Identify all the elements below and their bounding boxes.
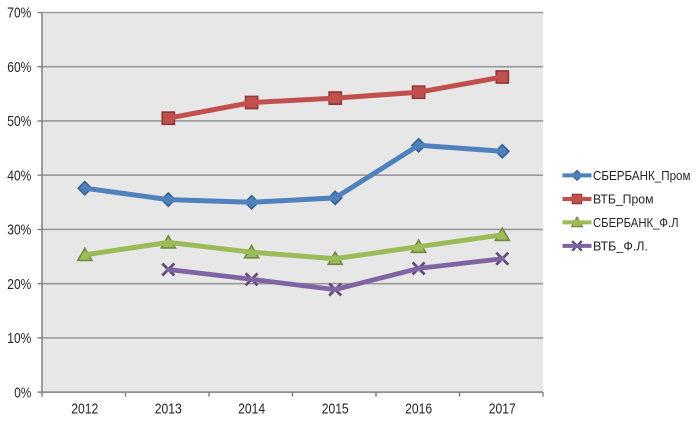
svg-text:2014: 2014	[238, 401, 265, 418]
svg-text:30%: 30%	[7, 222, 31, 239]
svg-text:ВТБ_Пром: ВТБ_Пром	[593, 192, 654, 206]
svg-text:2012: 2012	[71, 401, 98, 418]
svg-text:60%: 60%	[7, 59, 31, 76]
svg-text:СБЕРБАНК_Ф.Л: СБЕРБАНК_Ф.Л	[593, 216, 679, 230]
svg-text:10%: 10%	[7, 330, 31, 347]
svg-text:70%: 70%	[7, 5, 31, 22]
svg-text:2015: 2015	[322, 401, 349, 418]
svg-text:50%: 50%	[7, 113, 31, 130]
svg-text:ВТБ_Ф.Л.: ВТБ_Ф.Л.	[593, 239, 648, 253]
svg-text:20%: 20%	[7, 276, 31, 293]
svg-text:0%: 0%	[14, 384, 31, 401]
svg-text:СБЕРБАНК_Пром: СБЕРБАНК_Пром	[593, 169, 691, 183]
svg-text:40%: 40%	[7, 167, 31, 184]
svg-text:2013: 2013	[155, 401, 182, 418]
svg-text:2017: 2017	[489, 401, 516, 418]
svg-text:2016: 2016	[405, 401, 432, 418]
